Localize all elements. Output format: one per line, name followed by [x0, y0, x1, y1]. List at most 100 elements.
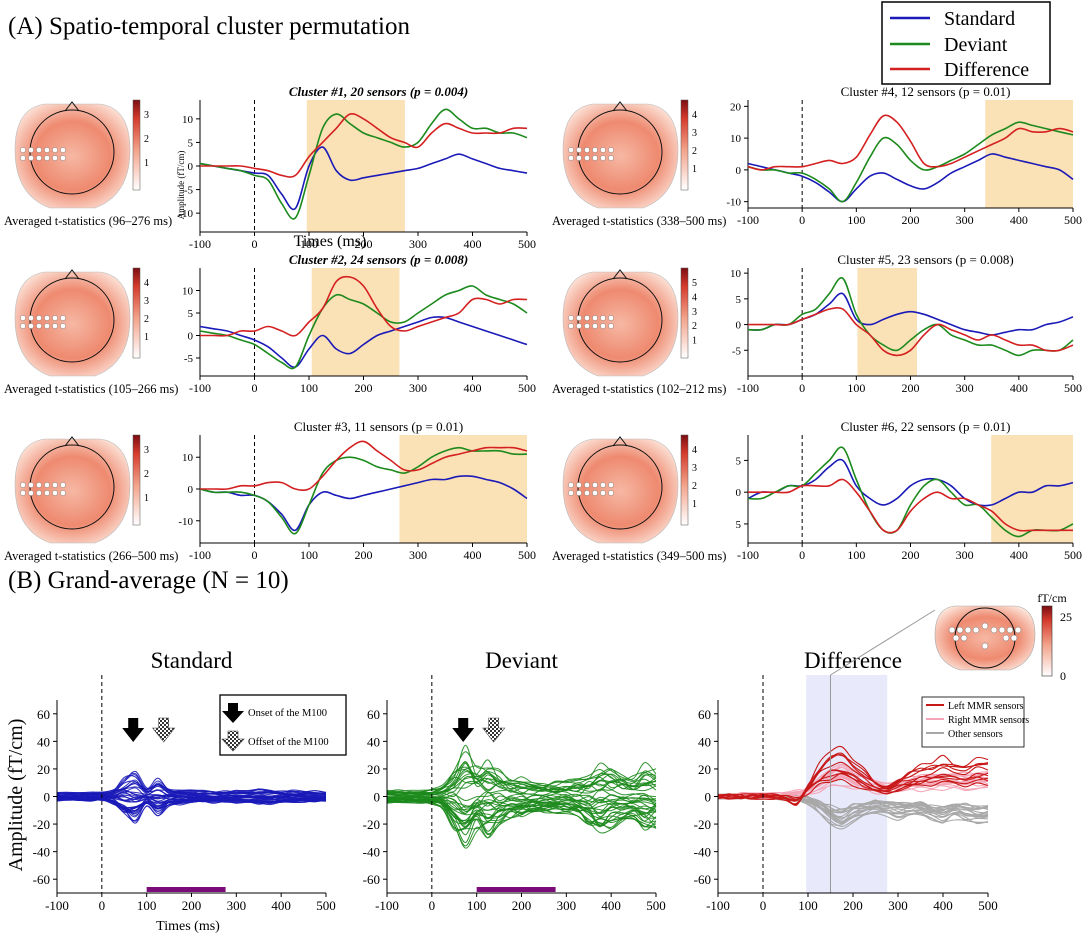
- panel-b-ylabel: Amplitude (fT/cm): [5, 719, 27, 872]
- y-tick-label: -5: [184, 353, 194, 365]
- topo-sensor: [28, 490, 34, 496]
- ga-x-tick-label: 300: [227, 898, 247, 913]
- topo-caption-c1: Averaged t-statistics (96–276 ms): [4, 214, 172, 228]
- y-tick-label: -10: [178, 208, 193, 220]
- topo-sensor: [608, 323, 614, 329]
- grand-average-charts: Standard -100 0 100 200 300 400 500 60 40 200 -20 -4…: [33, 609, 998, 913]
- topo-sensor: [568, 482, 574, 488]
- y-tick-label: -10: [178, 516, 193, 528]
- ga-y-tick-label: -40: [33, 845, 50, 860]
- y-tick-label: 5: [188, 308, 194, 320]
- topo-sensor: [44, 147, 50, 153]
- series-line-difference-c6: [748, 478, 1073, 534]
- ga-x-tick-label: 100: [137, 898, 157, 913]
- onset-arrow-icon: [122, 718, 145, 742]
- ga-y-tick-label: -60: [33, 872, 50, 887]
- ga-y-tick-label: 40: [367, 734, 380, 749]
- topo-sensor: [592, 315, 598, 321]
- y-tick-label: 10: [182, 452, 194, 464]
- topo-sensor: [576, 490, 582, 496]
- x-tick-label: -100: [737, 213, 759, 227]
- diff-topo-head: [934, 605, 1036, 671]
- topo-nose-c2: [64, 269, 80, 280]
- topo-sensor: [36, 155, 42, 161]
- grand-average-ga_standard: Standard-100 0 100 200 300 400 5006040200-20-4…: [33, 648, 336, 913]
- ga-x-tick-label: 200: [512, 898, 532, 913]
- topo-sensor: [568, 155, 574, 161]
- topo-caption-c4: Averaged t-statistics (338–500 ms): [552, 214, 726, 228]
- ga-x-tick-label: 300: [557, 898, 577, 913]
- difference-topomap: [934, 605, 1036, 671]
- colorbar-tick: 3: [144, 445, 149, 456]
- ga-x-tick-label: 400: [933, 898, 953, 913]
- topo-colorbar-c5: [680, 267, 689, 359]
- colorbar-tick: 1: [692, 499, 697, 510]
- colorbar-tick: 1: [144, 158, 149, 169]
- topo-sensor: [584, 482, 590, 488]
- x-tick-label: 400: [1010, 381, 1028, 395]
- cluster-title-c5: Cluster #5, 23 sensors (p = 0.008): [837, 252, 1013, 267]
- ga-y-tick-label: 60: [37, 707, 50, 722]
- onset-arrow-icon: [222, 703, 244, 723]
- x-tick-label: 200: [902, 548, 920, 562]
- ga-y-tick-label: 40: [37, 734, 50, 749]
- y-tick-label: 5: [736, 294, 742, 306]
- x-tick-label: 500: [518, 548, 536, 562]
- colorbar-tick: 2: [692, 146, 697, 157]
- x-tick-label: 300: [956, 213, 974, 227]
- x-tick-label: 0: [252, 381, 258, 395]
- topo-sensor: [600, 482, 606, 488]
- ga-title-ga_deviant: Deviant: [485, 648, 558, 673]
- offset-arrow-icon: [482, 717, 506, 743]
- x-tick-label: 100: [847, 548, 865, 562]
- ga-y-tick-label: -20: [694, 817, 711, 832]
- x-tick-label: 400: [1010, 213, 1028, 227]
- colorbar-tick: 3: [692, 307, 697, 318]
- topo-sensor: [36, 147, 42, 153]
- arrow-legend: Onset of the M100 Offset of the M100: [219, 694, 347, 756]
- topo-sensor: [568, 490, 574, 496]
- x-tick-label: -100: [737, 548, 759, 562]
- y-tick-label: 10: [182, 286, 194, 298]
- ga-x-tick-label: 200: [843, 898, 863, 913]
- colorbar-tick-bottom: 0: [1060, 669, 1066, 683]
- ga-x-tick-label: 500: [646, 898, 666, 913]
- series-line-deviant-c1: [199, 108, 528, 220]
- topo-nose-c4: [612, 101, 628, 112]
- series-line-deviant-c5: [747, 276, 1074, 357]
- y-tick-label: -10: [726, 197, 741, 209]
- ga-x-tick-label: 200: [182, 898, 202, 913]
- y-tick-label: 0: [736, 165, 742, 177]
- cluster-title-c3: Cluster #3, 11 sensors (p = 0.01): [294, 419, 463, 434]
- ga-y-tick-label: -40: [694, 845, 711, 860]
- series-line-deviant-c2: [199, 285, 528, 370]
- topo-sensor: [44, 323, 50, 329]
- ga-left_mmr-line: [717, 778, 989, 800]
- topo-caption-c2: Averaged t-statistics (105–266 ms): [4, 382, 178, 396]
- topo-sensor: [600, 323, 606, 329]
- ga-x-tick-label: 100: [798, 898, 818, 913]
- ga-x-tick-label: -100: [375, 898, 399, 913]
- topo-sensor: [52, 482, 58, 488]
- topo-colorbar-c6: [680, 434, 689, 526]
- cluster-window-c1: [306, 100, 405, 232]
- topo-sensor: [20, 315, 26, 321]
- ga-y-tick-label: 0: [44, 790, 51, 805]
- colorbar-unit: fT/cm: [1037, 591, 1067, 605]
- y-tick-label: 0: [188, 161, 194, 173]
- y-tick-label: 10: [182, 114, 194, 126]
- legend-label-deviant: Deviant: [944, 34, 1008, 56]
- x-tick-label: 500: [1064, 213, 1082, 227]
- ga-sensor-line: [56, 799, 327, 824]
- y-tick-label: -5: [732, 345, 742, 357]
- ga-title-ga_standard: Standard: [151, 648, 233, 673]
- cluster-chart-c2: 4 3 2 1 Averaged t-statistics (105–266 ms) -1…: [4, 252, 536, 396]
- arrow-legend-box: [219, 694, 347, 756]
- topo-caption-c3: Averaged t-statistics (266–500 ms): [4, 549, 178, 563]
- topo-sensor: [600, 315, 606, 321]
- topo-sensor: [608, 482, 614, 488]
- topo-sensor: [52, 323, 58, 329]
- topo-sensor: [28, 315, 34, 321]
- colorbar-tick: 1: [692, 164, 697, 175]
